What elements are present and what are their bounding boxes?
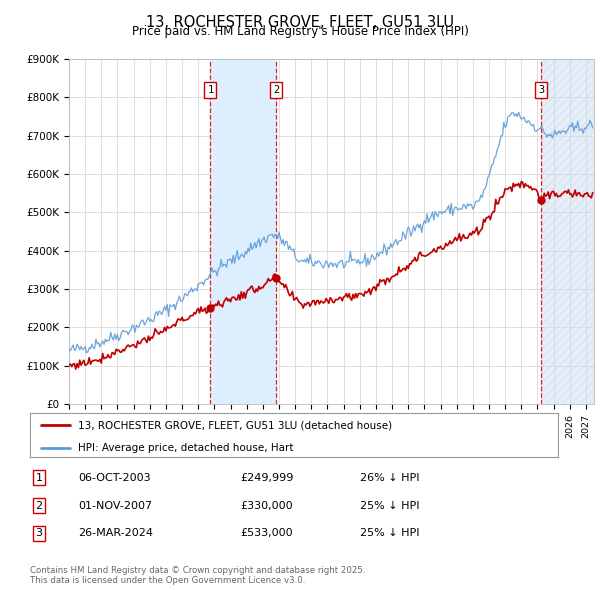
Text: Contains HM Land Registry data © Crown copyright and database right 2025.
This d: Contains HM Land Registry data © Crown c… [30, 566, 365, 585]
Text: 26% ↓ HPI: 26% ↓ HPI [360, 473, 419, 483]
Bar [541, 59, 594, 404]
Text: £249,999: £249,999 [240, 473, 293, 483]
Text: 2: 2 [273, 85, 280, 94]
Text: Price paid vs. HM Land Registry's House Price Index (HPI): Price paid vs. HM Land Registry's House … [131, 25, 469, 38]
Text: 13, ROCHESTER GROVE, FLEET, GU51 3LU (detached house): 13, ROCHESTER GROVE, FLEET, GU51 3LU (de… [77, 421, 392, 430]
Text: 01-NOV-2007: 01-NOV-2007 [78, 501, 152, 510]
Text: 26-MAR-2024: 26-MAR-2024 [78, 529, 153, 538]
Text: 2: 2 [35, 501, 43, 510]
Text: 13, ROCHESTER GROVE, FLEET, GU51 3LU: 13, ROCHESTER GROVE, FLEET, GU51 3LU [146, 15, 454, 30]
Text: 25% ↓ HPI: 25% ↓ HPI [360, 529, 419, 538]
Text: 25% ↓ HPI: 25% ↓ HPI [360, 501, 419, 510]
Text: 3: 3 [35, 529, 43, 538]
Text: HPI: Average price, detached house, Hart: HPI: Average price, detached house, Hart [77, 442, 293, 453]
Bar [211, 59, 276, 404]
Text: 1: 1 [207, 85, 214, 94]
Text: £533,000: £533,000 [240, 529, 293, 538]
Text: 06-OCT-2003: 06-OCT-2003 [78, 473, 151, 483]
Text: 3: 3 [538, 85, 544, 94]
Text: £330,000: £330,000 [240, 501, 293, 510]
Text: 1: 1 [35, 473, 43, 483]
